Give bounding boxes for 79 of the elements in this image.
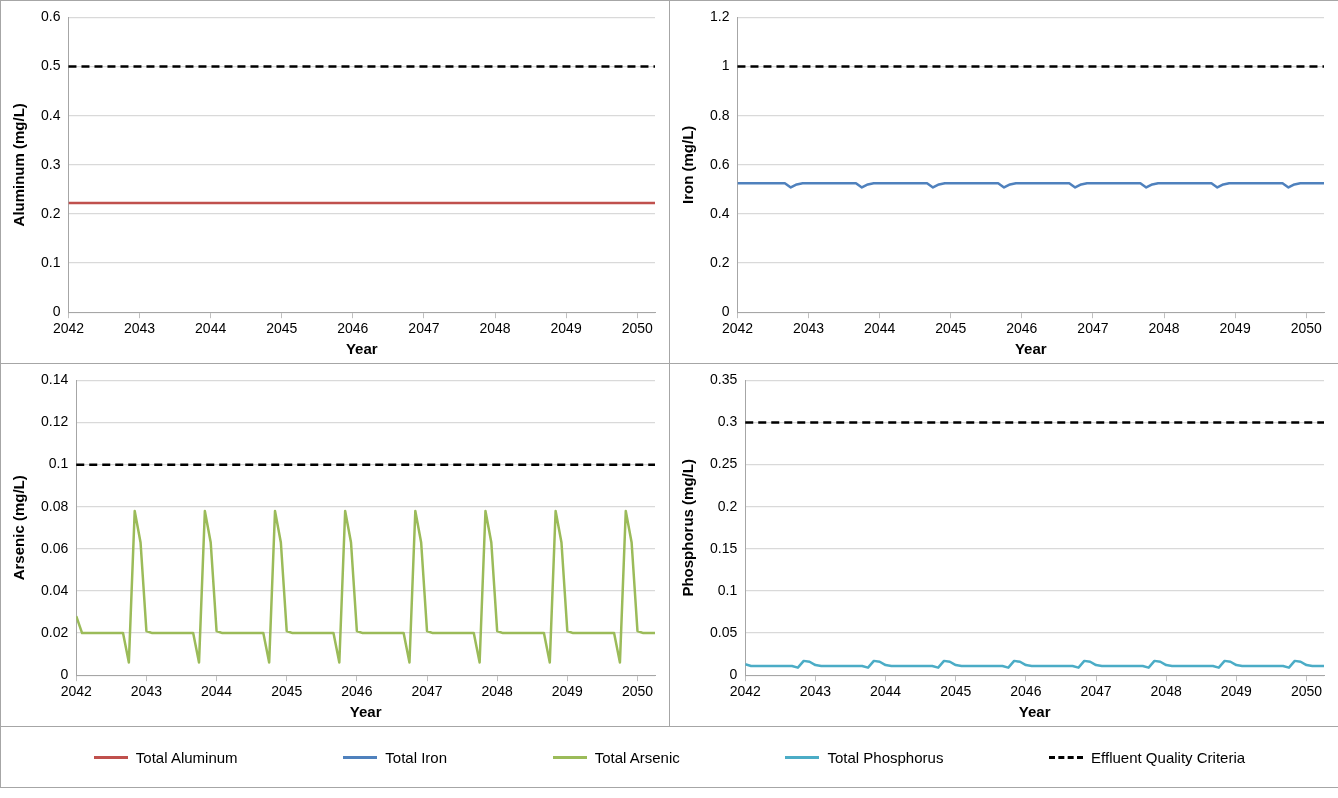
x-tick-label: 2043 [130,683,163,700]
x-tick-label: 2049 [1219,320,1251,337]
y-tick-label: 0.4 [40,106,61,123]
y-axis-title: Aluminum (mg/L) [10,103,28,227]
x-tick-label: 2050 [1290,320,1323,337]
y-tick-label: 0.2 [709,253,730,270]
y-tick-label: 0.15 [710,539,738,556]
x-axis-title: Year [349,703,382,721]
y-tick-label: 0.35 [710,371,738,388]
x-tick-label: 2042 [52,320,85,337]
x-tick-label: 2047 [411,683,443,700]
x-tick-label: 2043 [799,683,832,700]
y-tick-label: 0.4 [709,204,730,221]
x-tick-label: 2048 [1150,683,1182,700]
x-tick-label: 2048 [481,683,513,700]
y-tick-label: 0.2 [40,204,61,221]
x-tick-label: 2046 [341,683,373,700]
x-tick-label: 2042 [60,683,93,700]
x-axis-title: Year [1018,703,1051,721]
x-tick-label: 2050 [621,683,654,700]
y-tick-label: 0.6 [709,155,730,172]
x-tick-label: 2045 [266,320,298,337]
x-tick-label: 2050 [1290,683,1323,700]
y-tick-label: 0 [52,303,61,320]
x-tick-label: 2042 [721,320,754,337]
y-tick-label: 0 [729,666,738,683]
x-tick-label: 2050 [621,320,654,337]
y-tick-label: 0.5 [40,57,61,74]
legend-label: Effluent Quality Criteria [1091,748,1246,766]
x-tick-label: 2046 [337,320,369,337]
y-tick-label: 0.25 [710,455,738,472]
legend-label: Total Phosphorus [827,748,944,766]
x-tick-label: 2044 [200,683,233,700]
x-tick-label: 2047 [408,320,440,337]
x-tick-label: 2046 [1006,320,1038,337]
y-tick-label: 0.3 [40,155,61,172]
y-axis-title: Phosphorus (mg/L) [679,459,697,597]
x-tick-label: 2049 [1220,683,1253,700]
x-tick-label: 2048 [1148,320,1180,337]
y-tick-label: 0.2 [717,497,738,514]
y-tick-label: 0.3 [717,413,738,430]
y-tick-label: 0.04 [41,581,69,598]
y-tick-label: 0.14 [41,371,69,388]
y-tick-label: 0.08 [41,497,69,514]
y-tick-label: 0.6 [40,8,61,25]
y-tick-label: 0 [721,303,730,320]
x-axis-title: Year [345,340,378,358]
x-tick-label: 2047 [1077,320,1109,337]
y-tick-label: 0 [60,666,69,683]
legend-label: Total Aluminum [135,748,238,766]
y-tick-label: 1.2 [709,8,730,25]
x-tick-label: 2044 [195,320,227,337]
y-tick-label: 0.1 [40,253,61,270]
x-tick-label: 2048 [479,320,511,337]
y-tick-label: 0.06 [41,539,69,556]
x-tick-label: 2046 [1010,683,1042,700]
y-tick-label: 0.8 [709,106,730,123]
y-tick-label: 0.05 [710,623,738,640]
y-tick-label: 0.12 [41,413,69,430]
y-tick-label: 0.02 [41,623,69,640]
y-tick-label: 0.1 [48,455,69,472]
x-tick-label: 2049 [550,320,582,337]
legend-label: Total Arsenic [594,748,680,766]
x-tick-label: 2044 [864,320,896,337]
y-axis-title: Arsenic (mg/L) [10,475,28,581]
x-tick-label: 2045 [940,683,972,700]
x-tick-label: 2045 [271,683,303,700]
x-tick-label: 2042 [729,683,762,700]
x-tick-label: 2043 [792,320,825,337]
x-tick-label: 2044 [869,683,902,700]
x-tick-label: 2047 [1080,683,1112,700]
legend-label: Total Iron [385,748,447,766]
x-axis-title: Year [1014,340,1047,358]
y-axis-title: Iron (mg/L) [679,125,697,204]
x-tick-label: 2045 [935,320,967,337]
y-tick-label: 0.1 [717,581,738,598]
x-tick-label: 2043 [123,320,156,337]
y-tick-label: 1 [721,57,730,74]
x-tick-label: 2049 [551,683,584,700]
